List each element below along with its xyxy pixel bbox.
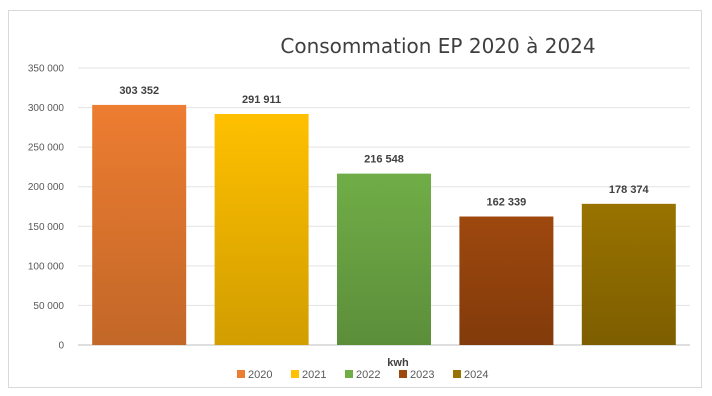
- y-tick-label: 50 000: [33, 301, 64, 312]
- y-tick-label: 200 000: [28, 182, 65, 193]
- legend: 2020 2021 2022 2023 2024: [237, 369, 488, 381]
- legend-swatch-2021: [291, 370, 299, 378]
- y-tick-label: 150 000: [28, 222, 65, 233]
- data-label-2024: 178 374: [609, 184, 650, 196]
- legend-label-2024: 2024: [464, 369, 488, 381]
- chart-title: Consommation EP 2020 à 2024: [280, 34, 595, 58]
- legend-swatch-2024: [453, 370, 461, 378]
- y-tick-label: 100 000: [28, 261, 65, 272]
- y-tick-label: 350 000: [28, 64, 65, 75]
- bars: [92, 104, 676, 346]
- y-tick-label: 300 000: [28, 103, 65, 114]
- data-label-2022: 216 548: [364, 154, 404, 166]
- data-label-2020: 303 352: [119, 85, 159, 97]
- bar-2021: [214, 113, 309, 345]
- legend-swatch-2020: [237, 370, 245, 378]
- y-axis-ticks: 0 50 000 100 000 150 000 200 000 250 000 300 0…: [28, 64, 65, 352]
- data-label-2023: 162 339: [487, 197, 527, 209]
- bar-2022: [337, 173, 431, 345]
- x-axis-label: kwh: [387, 357, 409, 369]
- legend-label-2023: 2023: [410, 369, 434, 381]
- data-labels: 303 352 291 911 216 548 162 339 178 374: [119, 85, 649, 209]
- y-tick-label: 0: [58, 341, 64, 352]
- y-tick-label: 250 000: [28, 143, 65, 154]
- legend-swatch-2022: [345, 370, 353, 378]
- legend-label-2020: 2020: [248, 369, 272, 381]
- legend-swatch-2023: [399, 370, 407, 378]
- legend-label-2021: 2021: [302, 369, 326, 381]
- data-label-2021: 291 911: [242, 94, 281, 106]
- bar-2020: [92, 104, 187, 346]
- bar-2024: [581, 203, 676, 345]
- legend-label-2022: 2022: [356, 369, 380, 381]
- bar-2023: [459, 216, 554, 345]
